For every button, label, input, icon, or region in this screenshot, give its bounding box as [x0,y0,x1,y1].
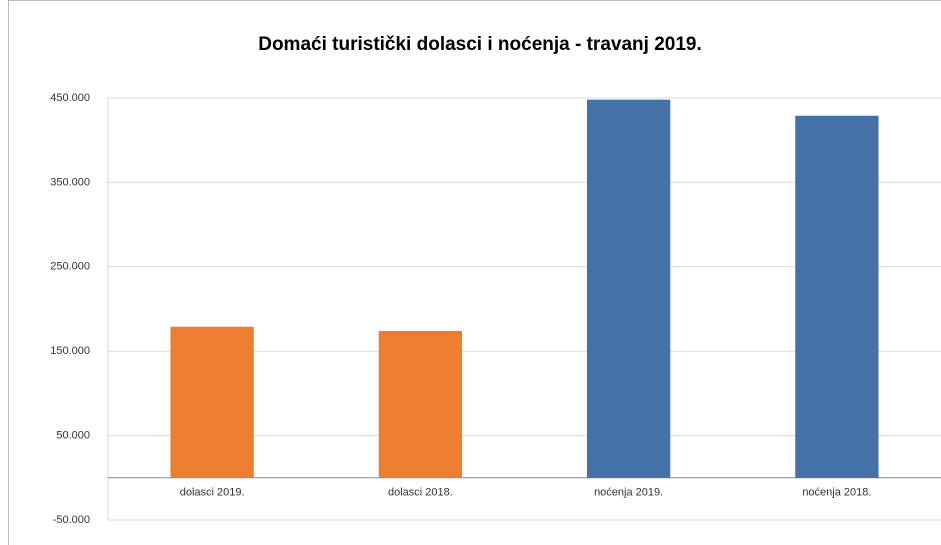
y-tick-label: 150.000 [50,345,90,357]
y-tick-label: 350.000 [50,176,90,188]
y-tick-label: 250.000 [50,261,90,273]
chart-border [8,0,941,545]
x-tick-label: dolasci 2018. [388,487,453,499]
chart-title: Domaći turistički dolasci i noćenja - tr… [258,34,702,55]
x-tick-label: dolasci 2019. [180,487,245,499]
y-tick-label: -50.000 [53,514,90,526]
bar [170,326,254,478]
y-tick-label: 450.000 [50,92,90,104]
y-tick-label: 50.000 [56,430,90,442]
bar [795,115,879,478]
bar [378,330,463,478]
x-tick-label: noćenja 2019. [594,487,663,499]
x-tick-label: noćenja 2018. [802,487,871,499]
bar [586,99,671,478]
